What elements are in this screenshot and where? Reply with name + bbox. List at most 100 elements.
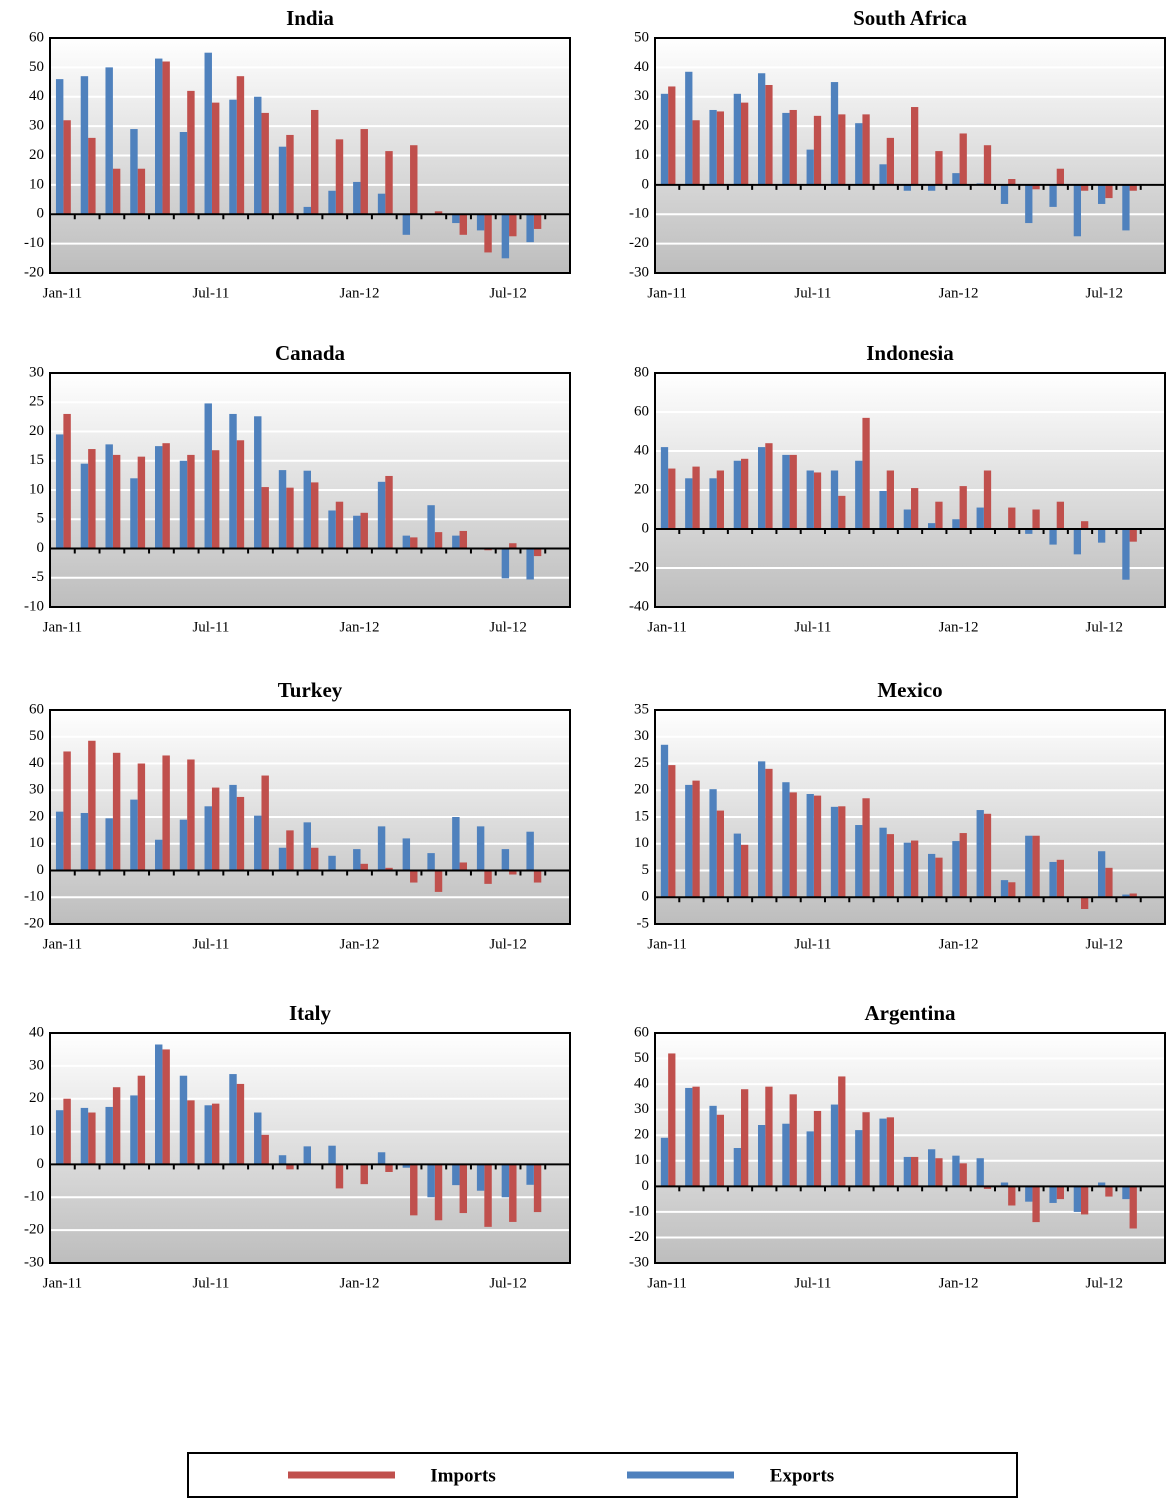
bar [886,137,894,185]
bar [261,487,269,549]
bar [80,463,89,549]
bar [254,416,262,549]
y-tick-label: 20 [634,481,649,497]
x-tick-label: Jul-12 [489,619,527,635]
bar [112,168,121,215]
bar [855,460,863,529]
x-tick-label: Jan-11 [647,285,686,301]
bar [983,1186,992,1189]
bar [668,86,676,185]
y-tick-label: 20 [29,147,44,163]
y-tick-label: 30 [29,782,44,798]
y-tick-label: 35 [634,701,649,717]
x-tick-label: Jul-11 [192,936,229,952]
bar [660,744,669,898]
y-tick-label: -40 [629,598,649,614]
bar [1056,1186,1064,1200]
bar [377,826,386,871]
bar [928,1149,936,1187]
bar [935,1158,943,1187]
bar [353,515,361,549]
bar [813,115,822,185]
bar [1008,179,1016,185]
bar [959,1163,967,1187]
bar [935,501,943,529]
bar [526,831,534,871]
bar [668,468,676,529]
bar [830,806,839,898]
y-tick-label: -30 [629,264,649,280]
bar [692,120,700,185]
bar [765,1086,773,1187]
bar [112,1087,121,1165]
bar [838,114,846,185]
bar [509,1164,517,1222]
chart-title: Argentina [865,1001,956,1025]
bar [105,444,113,549]
bar [187,1100,195,1165]
x-tick-label: Jan-12 [939,619,979,635]
bar [886,834,894,898]
chart-title: India [286,6,334,30]
bar [709,789,717,898]
x-tick-label: Jan-11 [43,285,82,301]
bar [1105,184,1113,199]
bar [402,1164,411,1168]
bar [1025,835,1033,898]
bar [55,811,64,871]
bar [533,870,542,883]
bar [55,1110,64,1165]
bar [1032,1186,1040,1223]
bar [377,193,386,215]
bar [660,93,669,185]
bar [806,470,814,529]
bar [1098,529,1106,543]
bar [952,841,960,898]
bar [1056,168,1064,185]
y-tick-label: 40 [29,88,44,104]
bar [501,1164,510,1198]
bar [1049,529,1057,545]
x-tick-label: Jul-11 [794,936,831,952]
bar [1122,894,1130,898]
bar [758,761,766,898]
plot-border [654,1032,1166,1264]
x-tick-label: Jan-12 [939,1275,979,1291]
bar [1098,1182,1106,1187]
chart-title: Italy [289,1001,332,1025]
bar [935,857,943,898]
x-tick-label: Jan-12 [340,1275,380,1291]
bar [855,123,863,185]
bar [1032,835,1040,898]
y-tick-label: 20 [29,423,44,439]
y-tick-label: -10 [24,889,44,905]
y-tick-label: 30 [634,728,649,744]
bar [533,548,542,557]
x-tick-label: Jan-12 [939,285,979,301]
bar [360,512,368,549]
x-tick-label: Jan-12 [340,936,380,952]
x-tick-label: Jul-12 [1086,936,1124,952]
bar [983,813,992,898]
bar [63,751,71,871]
bar [55,434,64,549]
bar [278,146,287,215]
bar [1008,882,1016,898]
bar [179,132,188,215]
bar [1129,1186,1137,1229]
bar [236,796,245,871]
bar [360,1164,368,1185]
y-tick-label: -10 [24,235,44,251]
bar [1129,893,1137,898]
bar [130,799,138,871]
bar [911,488,919,529]
bar [328,1145,336,1165]
y-tick-label: 0 [642,889,650,905]
bar [789,1094,797,1187]
bar [952,173,960,185]
bar [434,1164,443,1221]
plot-border [49,1032,571,1264]
bar [959,833,967,898]
y-tick-label: 0 [642,176,650,192]
bar [741,458,749,529]
